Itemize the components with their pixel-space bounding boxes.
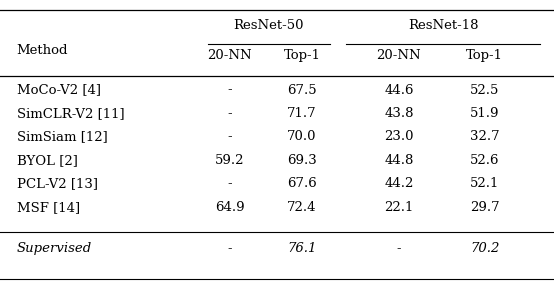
Text: 71.7: 71.7 [287,107,317,120]
Text: -: - [397,242,401,255]
Text: 23.0: 23.0 [384,130,414,144]
Text: Top-1: Top-1 [284,49,320,62]
Text: 43.8: 43.8 [384,107,414,120]
Text: -: - [228,84,232,97]
Text: 70.0: 70.0 [287,130,317,144]
Text: 64.9: 64.9 [215,201,245,214]
Text: ResNet-18: ResNet-18 [408,19,479,32]
Text: 67.6: 67.6 [287,177,317,190]
Text: 76.1: 76.1 [287,242,317,255]
Text: SimSiam [12]: SimSiam [12] [17,130,107,144]
Text: 51.9: 51.9 [470,107,500,120]
Text: MoCo-V2 [4]: MoCo-V2 [4] [17,84,101,97]
Text: 44.8: 44.8 [384,154,414,167]
Text: Top-1: Top-1 [466,49,503,62]
Text: 52.1: 52.1 [470,177,500,190]
Text: 44.2: 44.2 [384,177,414,190]
Text: 69.3: 69.3 [287,154,317,167]
Text: BYOL [2]: BYOL [2] [17,154,78,167]
Text: Supervised: Supervised [17,242,92,255]
Text: MSF [14]: MSF [14] [17,201,80,214]
Text: 67.5: 67.5 [287,84,317,97]
Text: -: - [228,242,232,255]
Text: 59.2: 59.2 [215,154,245,167]
Text: -: - [228,107,232,120]
Text: 32.7: 32.7 [470,130,500,144]
Text: 20-NN: 20-NN [377,49,421,62]
Text: PCL-V2 [13]: PCL-V2 [13] [17,177,98,190]
Text: 70.2: 70.2 [470,242,500,255]
Text: -: - [228,130,232,144]
Text: SimCLR-V2 [11]: SimCLR-V2 [11] [17,107,124,120]
Text: 44.6: 44.6 [384,84,414,97]
Text: 20-NN: 20-NN [208,49,252,62]
Text: Method: Method [17,44,68,57]
Text: 52.5: 52.5 [470,84,500,97]
Text: 22.1: 22.1 [384,201,414,214]
Text: 52.6: 52.6 [470,154,500,167]
Text: 29.7: 29.7 [470,201,500,214]
Text: ResNet-50: ResNet-50 [233,19,304,32]
Text: -: - [228,177,232,190]
Text: 72.4: 72.4 [287,201,317,214]
